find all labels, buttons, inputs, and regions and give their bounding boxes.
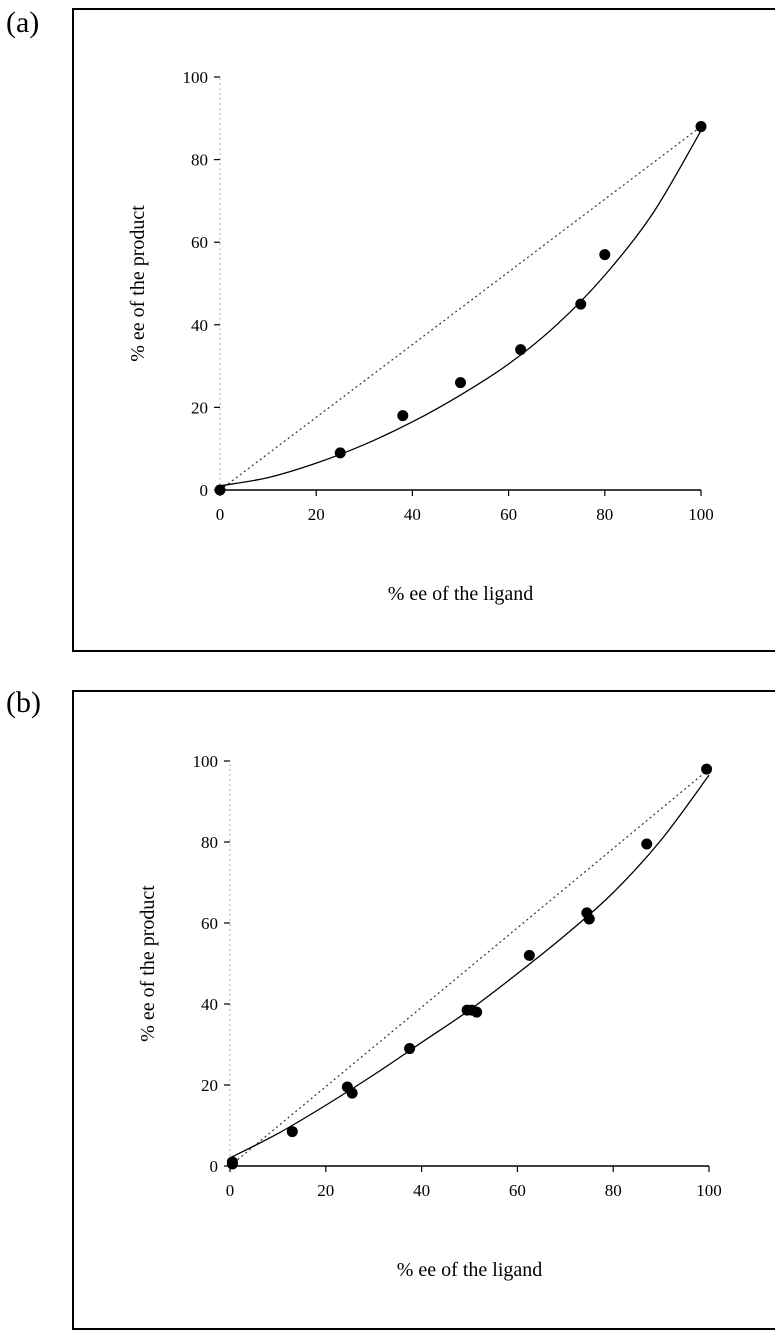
data-point [575,298,587,310]
data-point [397,410,409,422]
data-point [214,484,226,496]
data-point [404,1043,416,1055]
panel-a-frame: 0 20 40 60 80 100 0 20 40 60 80 100 % ee of the liga… [72,8,775,652]
x-tick-label: 60 [509,1181,526,1200]
x-axis-title: % ee of the ligand [397,1259,543,1281]
x-tick-label: 80 [605,1181,622,1200]
y-tick-label: 80 [201,833,218,852]
y-tick-label: 20 [191,398,208,417]
data-point [515,344,527,356]
y-tick-label: 60 [201,914,218,933]
data-point [583,913,595,925]
x-tick-label: 0 [216,505,225,524]
y-tick-label: 100 [183,68,209,87]
data-point [455,377,466,389]
linear-reference-line [219,126,702,491]
y-tick-label: 60 [191,233,208,252]
fit-curve [229,774,710,1159]
y-tick-label: 80 [191,151,208,170]
x-tick-label: 100 [688,505,714,524]
panel-a-label: (a) [6,6,40,39]
data-point [701,763,713,775]
linear-reference-line [229,768,710,1167]
panel-b-label: (b) [6,686,41,719]
data-point [226,1158,238,1170]
chart-a: 0 20 40 60 80 100 0 20 40 60 80 100 % ee of the liga… [127,68,714,605]
y-axis-title: % ee of the product [137,885,159,1042]
data-point [334,447,346,459]
y-tick-label: 0 [210,1157,219,1176]
x-tick-label: 20 [308,505,325,524]
fit-curve [219,130,702,487]
x-tick-label: 20 [317,1181,334,1200]
y-tick-label: 40 [191,316,208,335]
y-tick-label: 40 [201,995,218,1014]
x-tick-label: 0 [226,1181,235,1200]
panel-b-frame: 0 20 40 60 80 100 0 20 40 60 80 100 % ee of the liga… [72,690,775,1330]
y-tick-label: 0 [200,481,209,500]
y-tick-label: 100 [193,752,219,771]
data-point [641,838,653,850]
data-point [286,1126,298,1138]
x-tick-label: 60 [500,505,517,524]
data-point [599,249,611,261]
chart-b: 0 20 40 60 80 100 0 20 40 60 80 100 % ee of the liga… [137,752,722,1281]
data-point [346,1087,358,1099]
y-axis-title: % ee of the product [127,205,149,362]
x-axis-title: % ee of the ligand [388,583,534,605]
x-tick-label: 100 [696,1181,722,1200]
data-point [695,121,707,133]
x-tick-label: 40 [413,1181,430,1200]
data-point [471,1006,483,1018]
data-point [523,949,535,961]
x-tick-label: 80 [596,505,613,524]
x-tick-label: 40 [404,505,421,524]
y-tick-label: 20 [201,1076,218,1095]
